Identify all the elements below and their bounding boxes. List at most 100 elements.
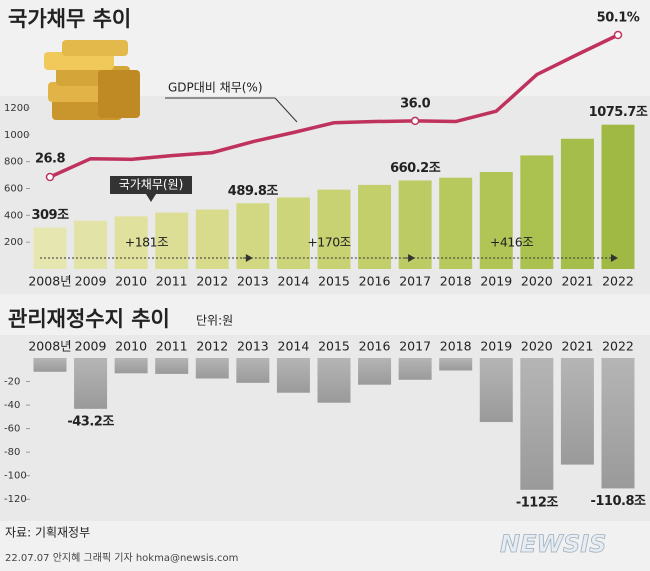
arrow-head: [245, 254, 253, 262]
x-tick-label: 2018: [440, 339, 472, 354]
y-tick-label: -40: [4, 400, 20, 411]
bar: [398, 358, 432, 380]
legend-label: GDP대비 채무(%): [168, 81, 263, 95]
bar: [276, 197, 310, 269]
x-tick-label: 2012: [196, 339, 228, 354]
bar: [439, 177, 473, 269]
x-tick-label: 2013: [237, 274, 269, 289]
x-tick-label: 2014: [278, 339, 310, 354]
bar: [560, 138, 594, 269]
y-tick-label: -20: [4, 377, 20, 388]
bar: [114, 358, 148, 374]
data-label: -112조: [516, 495, 559, 510]
coin-stack-icon: [44, 40, 140, 120]
x-tick-label: 2016: [359, 274, 391, 289]
bar: [479, 358, 513, 423]
y-tick-label: 800: [4, 157, 23, 168]
x-tick-label: 2012: [196, 274, 228, 289]
y-tick-label: 1000: [4, 130, 29, 141]
bar: [439, 358, 473, 371]
bar: [358, 184, 392, 269]
data-label: -43.2조: [67, 414, 114, 429]
bar: [520, 358, 554, 490]
bar: [236, 358, 270, 383]
data-label: 489.8조: [228, 184, 279, 199]
legend-box: [110, 176, 192, 194]
logo: NEWSIS: [500, 530, 606, 558]
bar: [155, 212, 189, 269]
annotation: +170조: [307, 235, 350, 250]
bar: [195, 209, 229, 269]
legend-pointer: [146, 194, 156, 202]
x-tick-label: 2022: [602, 274, 634, 289]
x-tick-label: 2020: [521, 339, 553, 354]
chart-title: 국가채무 추이: [8, 7, 131, 31]
x-tick-label: 2020: [521, 274, 553, 289]
y-tick-label: -60: [4, 424, 20, 435]
annotation: +181조: [125, 235, 168, 250]
x-tick-label: 2009: [75, 339, 107, 354]
arrow-head: [408, 254, 416, 262]
y-tick-label: 400: [4, 210, 23, 221]
chart-title: 관리재정수지 추이: [8, 307, 170, 331]
data-label: 660.2조: [390, 161, 441, 176]
bar: [601, 124, 635, 270]
x-tick-label: 2011: [156, 274, 188, 289]
bar: [33, 358, 67, 372]
unit-note: 단위:원: [196, 314, 233, 328]
y-tick-label: 600: [4, 184, 23, 195]
bar: [74, 358, 108, 409]
x-tick-label: 2016: [359, 339, 391, 354]
x-tick-label: 2014: [278, 274, 310, 289]
line-marker: [45, 172, 55, 182]
x-tick-label: 2017: [399, 274, 431, 289]
y-tick-label: -120: [4, 494, 27, 505]
legend-label: 국가채무(원): [119, 178, 184, 192]
data-label: 1075.7조: [589, 105, 648, 120]
source: 자료: 기획재정부: [5, 526, 90, 540]
bar: [520, 155, 554, 269]
x-tick-label: 2019: [480, 339, 512, 354]
bar: [155, 358, 189, 374]
annotation: +416조: [490, 235, 533, 250]
bar: [398, 180, 432, 269]
x-tick-label: 2019: [480, 274, 512, 289]
bar: [195, 358, 229, 379]
x-tick-label: 2018: [440, 274, 472, 289]
y-tick-label: 200: [4, 237, 23, 248]
data-label: 50.1%: [597, 11, 640, 26]
line: [49, 33, 619, 179]
line-marker: [613, 30, 623, 40]
line-marker: [410, 116, 420, 126]
data-label: 309조: [31, 208, 69, 223]
y-tick-label: -100: [4, 471, 27, 482]
y-tick-label: 1200: [4, 103, 29, 114]
x-tick-label: 2021: [562, 339, 594, 354]
data-label: 36.0: [400, 96, 431, 111]
bar: [74, 220, 108, 269]
x-tick-label: 2010: [115, 274, 147, 289]
x-tick-label: 2015: [318, 274, 350, 289]
bar: [317, 189, 351, 269]
x-tick-label: 2017: [399, 339, 431, 354]
x-tick-label: 2015: [318, 339, 350, 354]
bar: [560, 358, 594, 465]
bar: [479, 171, 513, 269]
bar: [601, 358, 635, 489]
data-label: 26.8: [35, 152, 66, 167]
data-label: -110.8조: [590, 494, 646, 509]
y-tick-label: -80: [4, 447, 20, 458]
bar: [317, 358, 351, 403]
x-tick-label: 2013: [237, 339, 269, 354]
x-tick-label: 2008년: [28, 274, 71, 289]
arrow-head: [610, 254, 618, 262]
bar: [114, 216, 148, 269]
callout-line: [274, 97, 298, 123]
x-tick-label: 2021: [562, 274, 594, 289]
x-tick-label: 2011: [156, 339, 188, 354]
bar: [358, 358, 392, 385]
bar: [33, 227, 67, 269]
x-tick-label: 2010: [115, 339, 147, 354]
x-tick-label: 2022: [602, 339, 634, 354]
